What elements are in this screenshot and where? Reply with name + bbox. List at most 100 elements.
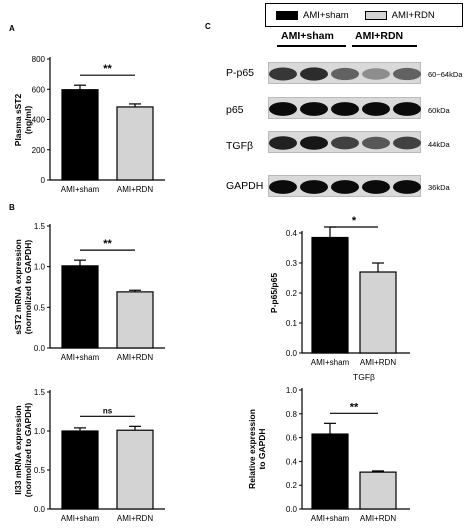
y-tick-label: 0.0 [286, 505, 298, 514]
wb-bands-tgfb [269, 136, 421, 150]
x-tick-label: AMI+sham [61, 514, 100, 523]
y-axis-label-line2: to GAPDH [257, 428, 267, 469]
wb-band [393, 180, 421, 194]
legend-item-sham: AMI+sham [276, 10, 349, 21]
wb-band [331, 180, 359, 194]
wb-band [300, 180, 328, 194]
wb-band [269, 136, 297, 150]
significance-label: * [352, 215, 357, 227]
y-axis-label-line2: (normolized to GAPDH) [23, 403, 33, 498]
y-tick-label: 600 [32, 85, 46, 94]
wb-underline-sham [277, 45, 346, 47]
y-tick-label: 1.0 [286, 386, 298, 395]
legend-label-sham: AMI+sham [303, 9, 349, 21]
wb-blot-p65 [268, 97, 421, 119]
wb-band [331, 102, 359, 116]
significance-label: ** [103, 63, 112, 75]
wb-band [300, 67, 328, 81]
wb-band [269, 102, 297, 116]
bar-rdn [116, 106, 154, 181]
panel-label-a: A [9, 24, 15, 33]
y-tick-label: 800 [32, 55, 46, 64]
legend-swatch-rdn [364, 10, 387, 20]
wb-size-p65: 60kDa [428, 106, 450, 115]
wb-band [362, 136, 390, 150]
wb-blot-pp65 [268, 62, 421, 84]
wb-blot-gapdh [268, 175, 421, 197]
wb-size-pp65: 60~64kDa [428, 70, 463, 79]
wb-band [300, 136, 328, 150]
y-axis-label: P-p65/p65 [269, 273, 279, 313]
wb-label-pp65: P-p65 [226, 67, 255, 79]
wb-band [331, 136, 359, 150]
legend-item-rdn: AMI+RDN [364, 9, 435, 21]
wb-label-p65: p65 [226, 104, 244, 116]
wb-band [393, 136, 421, 150]
wb-band [331, 67, 359, 81]
y-tick-label: 0.8 [286, 410, 298, 419]
y-tick-label: 0.5 [34, 466, 46, 475]
bar-sham [61, 265, 99, 349]
x-tick-label: AMI+sham [61, 353, 100, 362]
x-tick-label: AMI+RDN [360, 358, 396, 367]
x-tick-label: AMI+RDN [360, 514, 396, 523]
y-tick-label: 0.2 [286, 481, 298, 490]
y-tick-label: 400 [32, 116, 46, 125]
y-tick-label: 1.0 [34, 263, 46, 272]
wb-header-rdn: AMI+RDN [355, 30, 404, 42]
wb-band [362, 180, 390, 194]
wb-label-gapdh: GAPDH [226, 180, 264, 192]
x-tick-label: AMI+RDN [117, 353, 153, 362]
bar-sham [311, 433, 349, 510]
y-axis-label: Il33 mRNA expression [13, 405, 23, 494]
y-axis-label: Relative expression [247, 409, 257, 489]
y-tick-label: 0.4 [286, 457, 298, 466]
wb-band [269, 180, 297, 194]
x-tick-label: AMI+sham [61, 185, 100, 194]
x-tick-label: AMI+RDN [117, 185, 153, 194]
wb-band [362, 68, 390, 80]
y-tick-label: 1.5 [34, 222, 46, 231]
y-tick-label: 0.5 [34, 303, 46, 312]
y-tick-label: 0.1 [286, 319, 298, 328]
y-axis-label: Plasma sST2 [13, 94, 23, 147]
y-tick-label: 0.4 [286, 229, 298, 238]
y-tick-label: 0.2 [286, 289, 298, 298]
y-axis-label-line2: (normolized to GAPDH) [23, 240, 33, 335]
wb-blot-tgfb [268, 131, 421, 153]
wb-size-gapdh: 36kDa [428, 183, 450, 192]
y-tick-label: 0.0 [34, 344, 46, 353]
bar-rdn [359, 471, 397, 510]
x-tick-label: AMI+sham [311, 514, 350, 523]
y-tick-label: 0.3 [286, 259, 298, 268]
wb-band [393, 67, 421, 81]
legend: AMI+sham AMI+RDN [265, 3, 463, 27]
wb-size-tgfb: 44kDa [428, 140, 450, 149]
wb-label-tgfb: TGFβ [226, 140, 254, 152]
x-tick-label: AMI+RDN [117, 514, 153, 523]
wb-band [393, 102, 421, 116]
y-tick-label: 0 [41, 176, 46, 185]
panel-label-c: C [205, 22, 211, 31]
significance-label: ** [350, 401, 359, 413]
wb-band [300, 102, 328, 116]
legend-label-rdn: AMI+RDN [391, 9, 435, 21]
wb-header-sham: AMI+sham [281, 30, 334, 42]
y-tick-label: 0.6 [286, 434, 298, 443]
y-tick-label: 0.0 [286, 349, 298, 358]
bar-rdn [359, 271, 397, 354]
wb-band [362, 102, 390, 116]
y-tick-label: 1.0 [34, 427, 46, 436]
wb-bands-gapdh [269, 180, 421, 194]
y-axis-label-line2: (ng/ml) [23, 106, 33, 134]
wb-bands-p65 [269, 102, 421, 116]
y-tick-label: 1.5 [34, 388, 46, 397]
bar-rdn [116, 291, 154, 349]
significance-label: ns [103, 406, 113, 415]
y-tick-label: 200 [32, 146, 46, 155]
bar-rdn [116, 429, 154, 510]
wb-underline-rdn [352, 45, 417, 47]
y-tick-label: 0.0 [34, 505, 46, 514]
y-axis-label: sST2 mRNA expression [13, 239, 23, 335]
